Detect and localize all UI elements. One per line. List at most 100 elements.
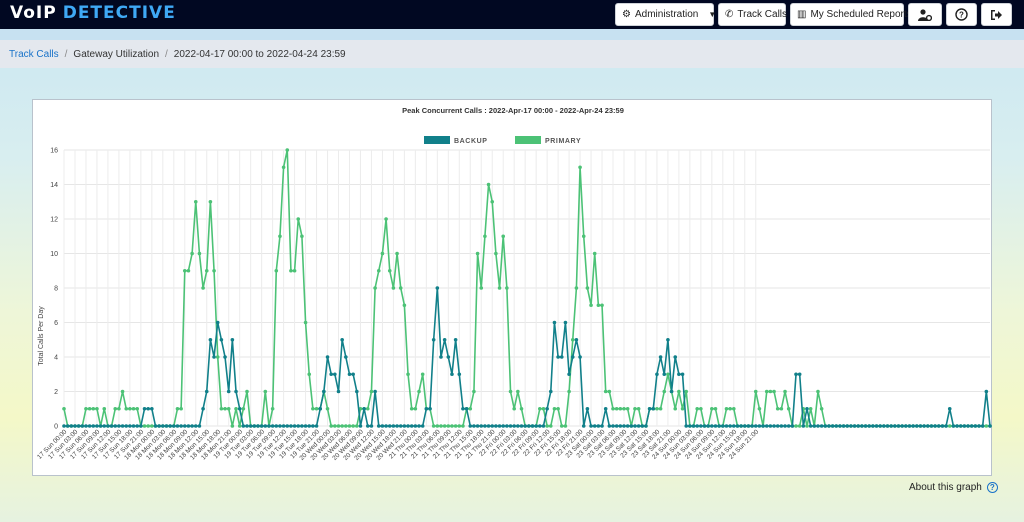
data-point-backup[interactable]	[918, 424, 923, 428]
data-point-backup[interactable]	[614, 424, 619, 428]
scheduled-reports-button[interactable]: ▥ My Scheduled Reports	[790, 3, 912, 26]
data-point-backup[interactable]	[980, 424, 985, 428]
data-point-backup[interactable]	[208, 337, 213, 342]
data-point-backup[interactable]	[527, 424, 531, 428]
data-point-primary[interactable]	[234, 406, 238, 411]
data-point-backup[interactable]	[750, 424, 754, 428]
data-point-backup[interactable]	[904, 424, 908, 428]
data-point-primary[interactable]	[797, 424, 802, 428]
data-point-backup[interactable]	[896, 424, 901, 428]
data-point-backup[interactable]	[746, 424, 751, 428]
data-point-backup[interactable]	[742, 424, 747, 428]
data-point-primary[interactable]	[516, 389, 520, 394]
data-point-primary[interactable]	[84, 406, 88, 411]
data-point-primary[interactable]	[237, 424, 242, 428]
data-point-primary[interactable]	[512, 406, 516, 411]
data-point-backup[interactable]	[172, 424, 176, 428]
data-point-primary[interactable]	[387, 268, 392, 273]
data-point-backup[interactable]	[365, 424, 370, 428]
data-point-backup[interactable]	[245, 424, 249, 428]
data-point-backup[interactable]	[801, 424, 806, 428]
data-point-backup[interactable]	[117, 424, 121, 428]
data-point-primary[interactable]	[336, 424, 341, 428]
data-point-backup[interactable]	[336, 389, 341, 394]
data-point-primary[interactable]	[62, 406, 66, 411]
data-point-primary[interactable]	[135, 406, 140, 411]
data-point-backup[interactable]	[761, 424, 765, 428]
data-point-backup[interactable]	[841, 424, 846, 428]
data-point-backup[interactable]	[885, 424, 890, 428]
data-point-primary[interactable]	[409, 406, 414, 411]
data-point-backup[interactable]	[735, 424, 740, 428]
data-point-backup[interactable]	[417, 424, 421, 428]
data-point-primary[interactable]	[673, 406, 678, 411]
data-point-backup[interactable]	[757, 424, 762, 428]
data-point-backup[interactable]	[161, 424, 165, 428]
data-point-primary[interactable]	[607, 389, 612, 394]
data-point-backup[interactable]	[962, 424, 967, 428]
data-point-backup[interactable]	[409, 424, 414, 428]
data-point-primary[interactable]	[329, 424, 333, 428]
data-point-primary[interactable]	[479, 286, 484, 290]
data-point-backup[interactable]	[223, 355, 227, 359]
data-point-backup[interactable]	[779, 424, 784, 428]
data-point-backup[interactable]	[106, 424, 110, 428]
data-point-backup[interactable]	[589, 424, 593, 428]
data-point-primary[interactable]	[677, 389, 681, 394]
data-point-backup[interactable]	[98, 424, 103, 428]
data-point-primary[interactable]	[373, 286, 377, 290]
data-point-backup[interactable]	[823, 424, 828, 428]
data-point-backup[interactable]	[688, 424, 692, 428]
data-point-primary[interactable]	[204, 268, 209, 273]
data-point-backup[interactable]	[175, 424, 180, 428]
data-point-primary[interactable]	[365, 406, 370, 411]
data-point-backup[interactable]	[431, 337, 436, 342]
data-point-backup[interactable]	[914, 424, 919, 428]
data-point-backup[interactable]	[182, 424, 187, 428]
data-point-primary[interactable]	[333, 424, 337, 428]
data-point-primary[interactable]	[193, 199, 198, 204]
data-point-backup[interactable]	[984, 389, 989, 394]
data-point-primary[interactable]	[87, 406, 92, 411]
data-point-backup[interactable]	[922, 424, 926, 428]
data-point-backup[interactable]	[376, 424, 381, 428]
data-point-backup[interactable]	[552, 320, 557, 325]
data-point-backup[interactable]	[197, 424, 202, 428]
data-point-primary[interactable]	[245, 389, 249, 394]
data-point-backup[interactable]	[131, 424, 136, 428]
data-point-backup[interactable]	[453, 337, 458, 342]
data-point-backup[interactable]	[442, 337, 447, 342]
data-point-primary[interactable]	[775, 406, 780, 411]
data-point-backup[interactable]	[874, 424, 879, 428]
data-point-primary[interactable]	[223, 406, 227, 411]
data-point-backup[interactable]	[289, 424, 293, 428]
data-point-primary[interactable]	[552, 406, 557, 411]
data-point-primary[interactable]	[786, 406, 791, 411]
data-point-backup[interactable]	[490, 424, 495, 428]
data-point-backup[interactable]	[786, 424, 791, 428]
data-point-primary[interactable]	[212, 268, 216, 273]
data-point-primary[interactable]	[117, 406, 121, 411]
legend-label-primary[interactable]: PRIMARY	[545, 138, 581, 145]
data-point-primary[interactable]	[376, 268, 381, 273]
data-point-backup[interactable]	[307, 424, 312, 428]
data-point-primary[interactable]	[622, 406, 626, 411]
data-point-backup[interactable]	[248, 424, 253, 428]
data-point-primary[interactable]	[285, 148, 290, 152]
data-point-backup[interactable]	[699, 424, 703, 428]
data-point-backup[interactable]	[611, 424, 615, 428]
data-point-backup[interactable]	[109, 424, 114, 428]
data-point-backup[interactable]	[925, 424, 930, 428]
data-point-backup[interactable]	[142, 406, 147, 411]
data-point-backup[interactable]	[362, 406, 366, 411]
data-point-backup[interactable]	[351, 372, 355, 377]
data-point-backup[interactable]	[574, 337, 579, 342]
data-point-primary[interactable]	[358, 406, 363, 411]
data-point-primary[interactable]	[468, 406, 473, 411]
data-point-primary[interactable]	[666, 372, 670, 377]
data-point-primary[interactable]	[636, 406, 641, 411]
data-point-primary[interactable]	[450, 424, 454, 428]
data-point-primary[interactable]	[585, 286, 590, 290]
data-point-backup[interactable]	[201, 406, 205, 411]
data-point-backup[interactable]	[241, 424, 246, 428]
